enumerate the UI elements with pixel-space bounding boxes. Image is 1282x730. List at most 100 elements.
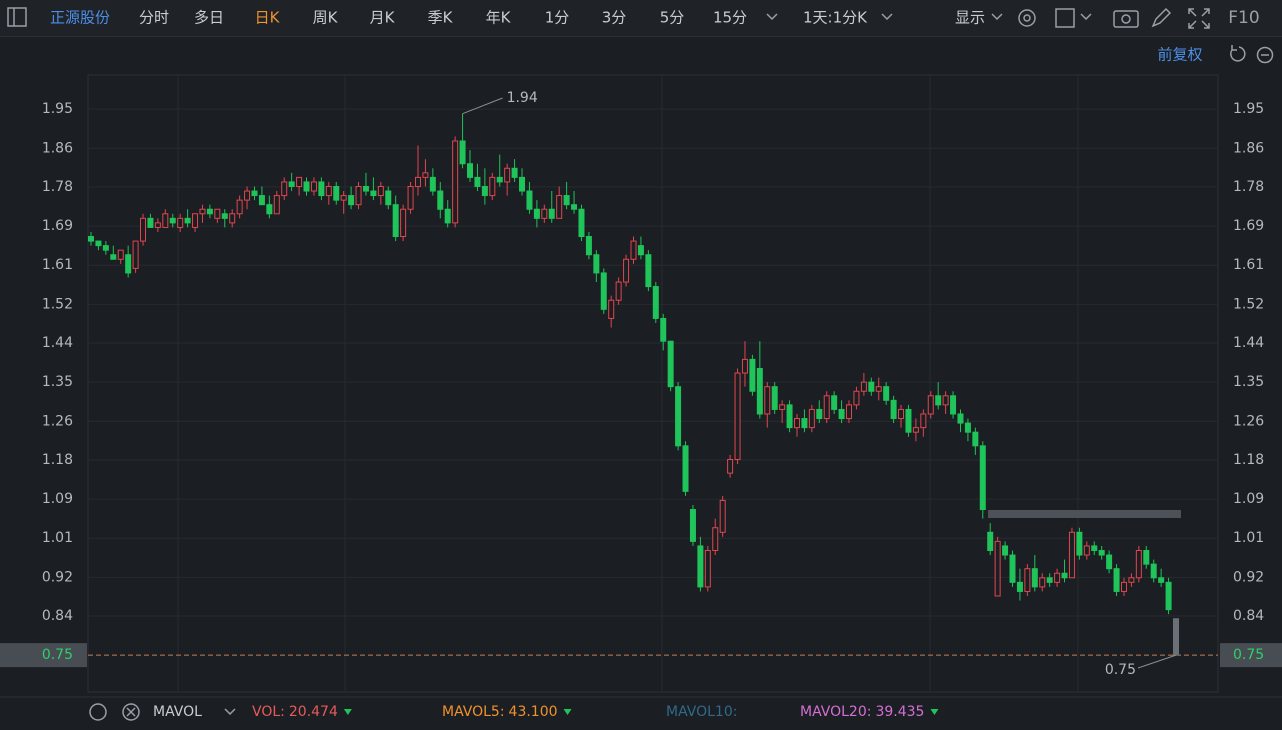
period-tab[interactable]: 月K [370, 9, 396, 27]
drawing-box-icon[interactable] [1055, 8, 1075, 28]
last-price-label-right: 0.75 [1233, 647, 1264, 663]
reset-icon[interactable] [1230, 45, 1246, 62]
candle-body [660, 317, 667, 342]
candle-body [1091, 545, 1098, 551]
low-label: 0.75 [1105, 662, 1136, 678]
candle-body [377, 185, 384, 197]
candle-body [667, 340, 674, 388]
period-chevron[interactable] [881, 13, 893, 21]
y-tick-label: 1.69 [42, 218, 73, 234]
display-menu[interactable]: 显示 [955, 9, 985, 27]
candle-body [1016, 581, 1023, 592]
y-tick-label-right: 1.78 [1233, 179, 1264, 195]
period-select[interactable]: 1天:1分K [803, 9, 868, 27]
candle-body [689, 509, 696, 542]
y-tick-label: 1.09 [42, 491, 73, 507]
candle-body [793, 418, 800, 429]
candle-body [883, 386, 890, 401]
period-tab[interactable]: 1分 [545, 9, 570, 27]
more-periods[interactable] [766, 13, 778, 21]
y-tick-label-right: 1.95 [1233, 101, 1264, 117]
display-chevron[interactable] [991, 13, 1003, 21]
candle-body [704, 549, 711, 588]
last-price-label: 0.75 [42, 647, 73, 663]
candle-body [905, 408, 912, 433]
trend-arrow [343, 709, 352, 715]
indicator-name[interactable]: MAVOL [153, 704, 202, 720]
candle-body [452, 140, 459, 224]
candle-body [719, 499, 726, 533]
candle-body [1143, 549, 1150, 565]
candle-body [362, 185, 369, 192]
candle-body [489, 176, 496, 197]
candle-body [920, 413, 927, 429]
camera-icon[interactable] [1113, 10, 1139, 28]
adjust-mode[interactable]: 前复权 [1157, 46, 1202, 64]
period-tab[interactable]: 3分 [602, 9, 627, 27]
candle-body [496, 176, 503, 183]
indicator-name: MAVOL20: [800, 704, 871, 720]
candle-body [414, 176, 421, 187]
plot-frame [87, 74, 1219, 693]
candle-body [875, 386, 882, 392]
y-tick-label: 1.86 [42, 140, 73, 156]
period-tab[interactable]: 日K [255, 9, 281, 27]
zoom-out-icon[interactable] [1256, 46, 1274, 64]
candle-body [1046, 577, 1053, 583]
period-tab[interactable]: 周K [313, 9, 339, 27]
candle-body [816, 408, 823, 420]
candle-body [1120, 581, 1127, 592]
low-pointer [1137, 654, 1177, 669]
candle-body [853, 390, 860, 406]
period-tab[interactable]: 季K [428, 9, 454, 27]
candle-body [481, 185, 488, 197]
candle-body [1076, 531, 1083, 556]
y-tick-label: 1.18 [42, 452, 73, 468]
candle-body [987, 531, 994, 551]
indicator-chevron[interactable] [224, 708, 236, 716]
period-tab[interactable]: 15分 [713, 9, 747, 27]
period-tab[interactable]: 分时 [139, 9, 169, 27]
candle-body [400, 208, 407, 238]
y-tick-label-right: 1.61 [1233, 257, 1264, 273]
candle-body [273, 195, 280, 215]
stock-name[interactable]: 正源股份 [50, 9, 110, 27]
candle-body [1002, 545, 1009, 556]
candle-body [266, 204, 273, 215]
candle-body [898, 408, 905, 420]
y-tick-label: 1.52 [42, 296, 73, 312]
candle-body [734, 372, 741, 460]
candle-body [407, 185, 414, 210]
candle-body [310, 181, 317, 192]
candle-body [1061, 572, 1068, 579]
y-tick-label-right: 1.69 [1233, 218, 1264, 234]
y-tick-label: 1.01 [42, 530, 73, 546]
y-tick-label-right: 0.84 [1233, 608, 1264, 624]
candle-body [786, 404, 793, 429]
candle-body [199, 208, 206, 215]
indicator-value: 39.435 [875, 704, 924, 720]
period-tab[interactable]: 5分 [660, 9, 685, 27]
period-tab[interactable]: 多日 [194, 9, 224, 27]
candle-body [140, 217, 147, 242]
drawing-chevron[interactable] [1080, 13, 1092, 21]
candle-body [957, 413, 964, 424]
candle-body [912, 427, 919, 433]
fullscreen-icon[interactable] [1188, 8, 1210, 29]
candle-body [214, 208, 221, 219]
candle-body [459, 140, 466, 165]
candle-body [630, 240, 637, 260]
settings-icon[interactable] [1018, 9, 1036, 27]
sidebar-toggle[interactable] [7, 7, 27, 27]
gap-marker [988, 510, 1181, 518]
pen-icon[interactable] [1151, 7, 1172, 28]
period-tab[interactable]: 年K [486, 9, 512, 27]
indicator-close[interactable] [122, 703, 140, 721]
candle-body [229, 213, 236, 224]
indicator-settings[interactable] [89, 703, 107, 721]
f10-button[interactable]: F10 [1228, 8, 1259, 28]
candle-body [846, 404, 853, 420]
last-price-box-right [1220, 643, 1282, 668]
